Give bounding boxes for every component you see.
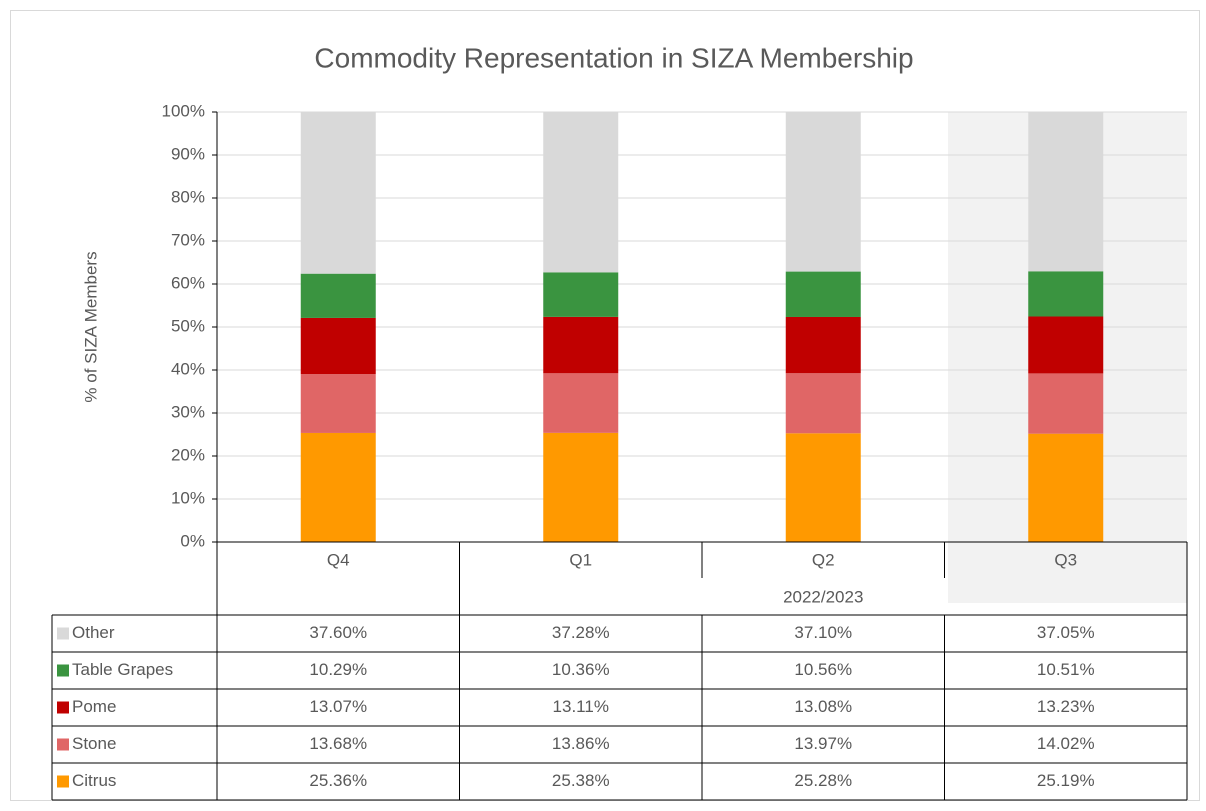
table-cell: 10.56% xyxy=(794,660,852,679)
table-cell: 14.02% xyxy=(1037,734,1095,753)
table-cell: 25.38% xyxy=(552,771,610,790)
x-tick-label: Q2 xyxy=(812,550,835,569)
legend-swatch xyxy=(57,738,69,751)
y-tick-label: 0% xyxy=(180,531,205,550)
legend-label: Other xyxy=(72,623,115,642)
bar-segment xyxy=(300,273,376,318)
bar-segment xyxy=(543,272,619,317)
bar-segment xyxy=(785,112,861,272)
y-tick-label: 50% xyxy=(171,316,205,335)
bar-segment xyxy=(300,317,376,375)
x-tick-label: Q4 xyxy=(327,550,350,569)
table-cell: 37.05% xyxy=(1037,623,1095,642)
bar-segment xyxy=(1028,433,1104,542)
table-cell: 10.51% xyxy=(1037,660,1095,679)
legend-swatch xyxy=(57,775,69,788)
bar-segment xyxy=(300,432,376,542)
bar-segment xyxy=(543,432,619,542)
y-tick-label: 20% xyxy=(171,445,205,464)
x-tick-label: Q1 xyxy=(569,550,592,569)
table-cell: 13.97% xyxy=(794,734,852,753)
y-tick-label: 90% xyxy=(171,144,205,163)
table-cell: 25.36% xyxy=(309,771,367,790)
legend-label: Pome xyxy=(72,697,116,716)
bar-segment xyxy=(1028,316,1104,374)
table-cell: 10.36% xyxy=(552,660,610,679)
bar-segment xyxy=(543,316,619,374)
legend-label: Stone xyxy=(72,734,116,753)
legend-label: Citrus xyxy=(72,771,116,790)
table-cell: 13.86% xyxy=(552,734,610,753)
bar-segment xyxy=(300,374,376,433)
x-tick-label: Q3 xyxy=(1054,550,1077,569)
y-tick-label: 10% xyxy=(171,488,205,507)
table-cell: 13.11% xyxy=(553,697,609,716)
table-cell: 13.07% xyxy=(309,697,367,716)
table-cell: 25.19% xyxy=(1037,771,1095,790)
table-cell: 10.29% xyxy=(309,660,367,679)
bar-segment xyxy=(543,112,619,273)
y-tick-label: 100% xyxy=(162,101,205,120)
y-tick-label: 70% xyxy=(171,230,205,249)
bar-segment xyxy=(543,373,619,433)
bar-segment xyxy=(1028,271,1104,317)
table-cell: 13.08% xyxy=(794,697,852,716)
x-group-label: 2022/2023 xyxy=(783,587,863,606)
legend-label: Table Grapes xyxy=(72,660,173,679)
legend-swatch xyxy=(57,627,69,640)
table-cell: 13.68% xyxy=(309,734,367,753)
chart-title: Commodity Representation in SIZA Members… xyxy=(314,42,913,73)
bar-segment xyxy=(785,433,861,542)
bar-segment xyxy=(1028,373,1104,434)
legend-swatch xyxy=(57,701,69,714)
y-tick-label: 60% xyxy=(171,273,205,292)
table-cell: 37.28% xyxy=(552,623,610,642)
table-cell: 13.23% xyxy=(1037,697,1095,716)
table-cell: 25.28% xyxy=(794,771,852,790)
y-tick-label: 40% xyxy=(171,359,205,378)
y-axis-label: % of SIZA Members xyxy=(81,251,100,402)
bar-segment xyxy=(785,271,861,317)
y-tick-label: 30% xyxy=(171,402,205,421)
table-cell: 37.60% xyxy=(309,623,367,642)
bar-segment xyxy=(300,112,376,274)
bar-segment xyxy=(785,316,861,374)
bar-segment xyxy=(1028,112,1104,272)
y-tick-label: 80% xyxy=(171,187,205,206)
legend-swatch xyxy=(57,664,69,677)
bar-segment xyxy=(785,373,861,434)
table-cell: 37.10% xyxy=(794,623,852,642)
